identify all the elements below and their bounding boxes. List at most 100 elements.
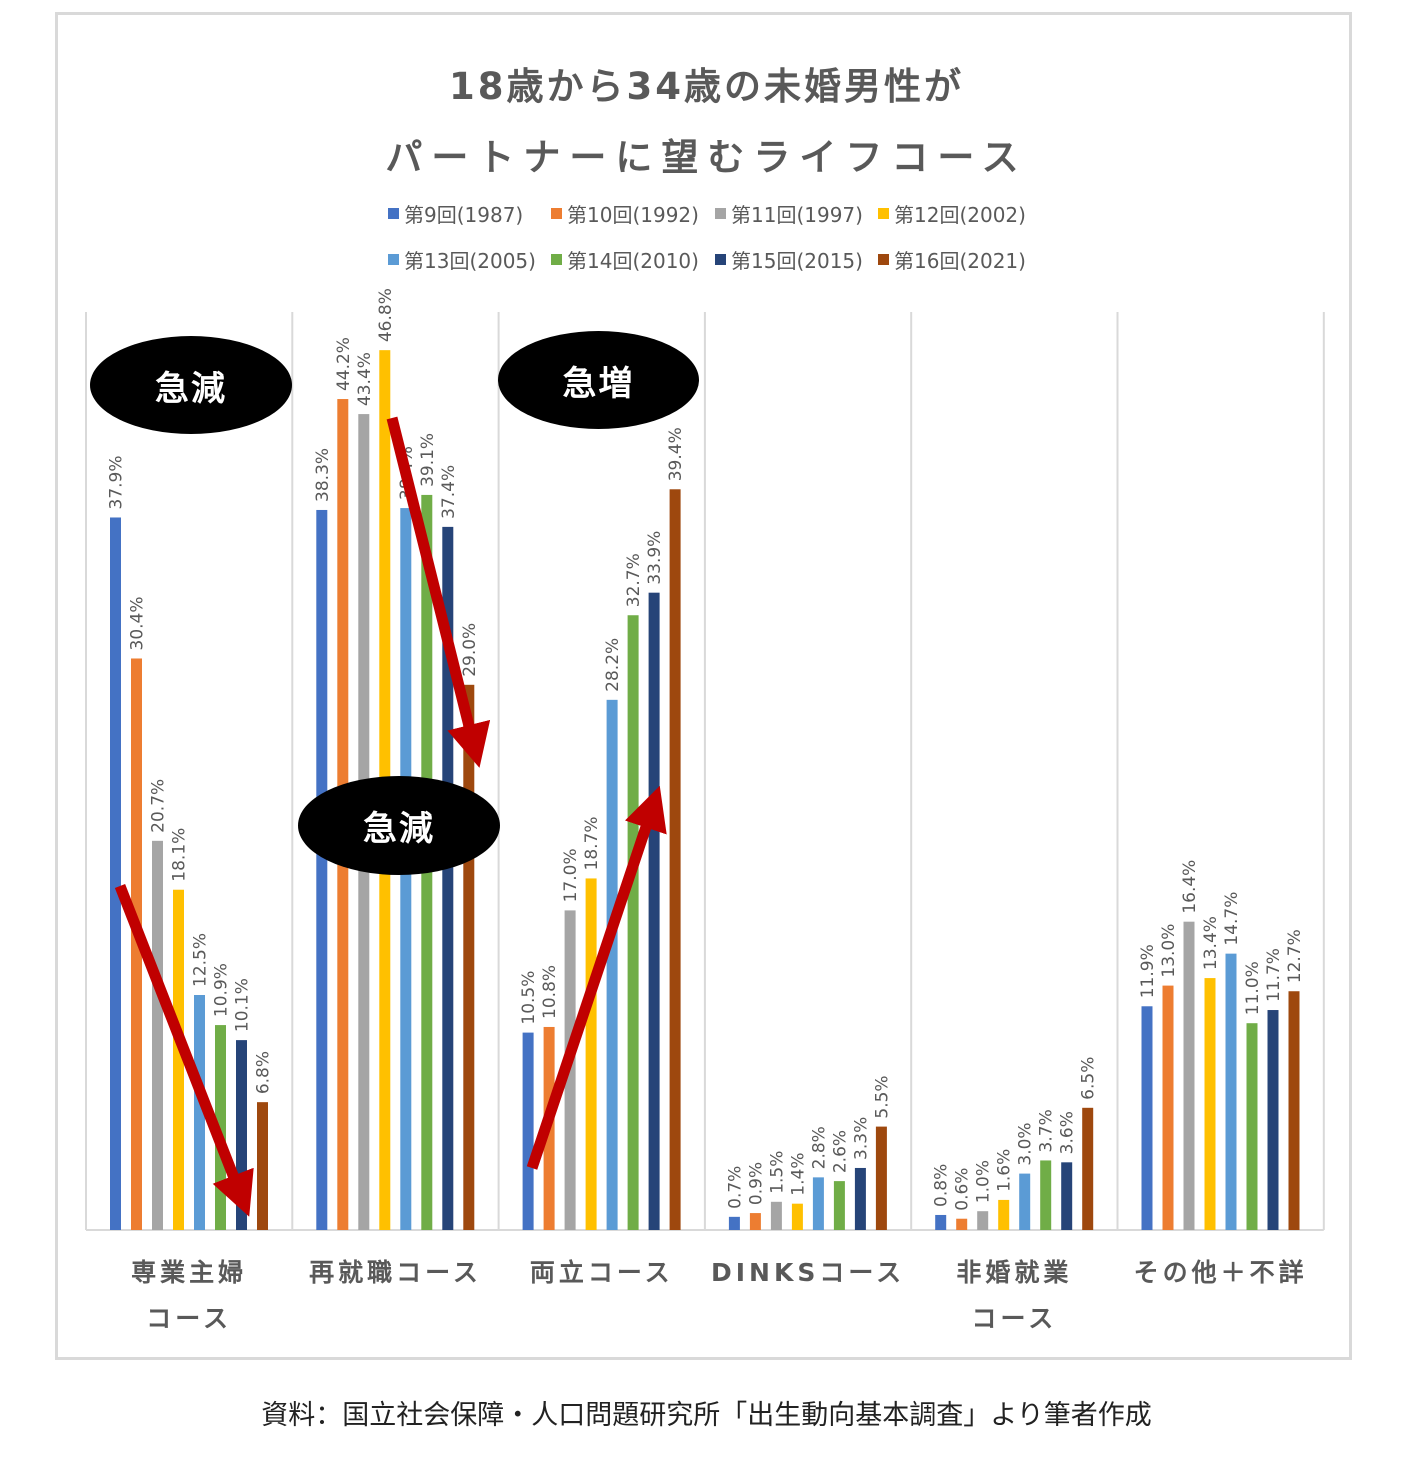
bar [812,1177,824,1230]
bar [110,517,121,1230]
legend-item: 第15回(2015) [715,244,863,274]
data-label: 3.0% [1016,1122,1036,1165]
data-label: 5.5% [872,1075,892,1118]
bar [728,1216,740,1230]
bar [1183,921,1195,1230]
bar [1141,1006,1153,1230]
data-label: 33.9% [645,531,665,585]
data-label: 13.4% [1201,916,1221,970]
category-label: 再就職コース [309,1258,482,1287]
data-label: 10.9% [212,963,232,1017]
bar [442,526,454,1230]
source-note: 資料：国立社会保障・人口問題研究所「出生動向基本調査」より筆者作成 [261,1400,1152,1431]
bar [935,1214,947,1230]
bar [1162,985,1174,1230]
data-label: 1.4% [788,1152,808,1195]
data-label: 0.9% [746,1162,766,1205]
legend-item: 第9回(1987) [388,198,523,228]
category-label: 非婚就業 コース [956,1258,1073,1333]
legend-label: 第16回(2021) [894,248,1026,273]
data-label: 6.5% [1079,1057,1099,1100]
legend-swatch [551,253,562,265]
bar [627,615,639,1230]
data-label: 32.7% [624,553,644,607]
legend-swatch [715,253,726,265]
bar [956,1218,968,1230]
data-label: 13.0% [1159,924,1179,978]
bar [669,489,681,1230]
data-label: 11.0% [1243,961,1263,1015]
data-label: 28.2% [603,638,623,692]
bar [1204,978,1216,1230]
bar [1019,1173,1031,1230]
data-label: 39.1% [418,433,438,487]
bar [173,889,184,1230]
bar [998,1199,1010,1230]
bar [1225,953,1237,1230]
annotation-bubble-increase: 急増 [498,331,699,429]
bar [770,1201,782,1230]
category-label: 両立コース [529,1258,674,1287]
category-label: DINKSコース [710,1258,906,1287]
bar [1246,1023,1258,1230]
data-label: 37.9% [107,455,127,509]
bar [1061,1162,1073,1230]
data-label: 0.7% [725,1166,745,1209]
annotation-bubble-middle-decrease: 急減 [298,776,500,875]
data-label: 20.7% [149,779,169,833]
legend-item: 第11回(1997) [715,198,863,228]
chart-frame [55,12,1352,1360]
bar [648,592,660,1230]
data-label: 1.5% [767,1151,787,1194]
data-label: 2.6% [830,1130,850,1173]
category-label: その他＋不詳 [1133,1258,1308,1287]
legend-item: 第13回(2005) [388,244,536,274]
bar [875,1126,887,1230]
legend-swatch [551,207,562,219]
data-label: 12.7% [1285,929,1305,983]
bar [236,1040,247,1230]
bar [854,1167,866,1230]
bar [1267,1010,1279,1230]
legend-swatch [388,253,399,265]
data-label: 18.7% [582,816,602,870]
bar [791,1203,803,1230]
chart-title-line-2: パートナーに望むライフコース [385,136,1028,179]
data-label: 10.1% [233,978,253,1032]
data-label: 44.2% [334,337,354,391]
legend-label: 第14回(2010) [567,248,699,273]
bar [833,1181,845,1230]
bar [977,1211,989,1230]
legend-label: 第10回(1992) [567,202,699,227]
legend-swatch [878,207,889,219]
data-label: 18.1% [170,828,190,882]
legend-label: 第9回(1987) [404,202,524,227]
data-label: 16.4% [1180,860,1200,914]
bar [215,1025,226,1230]
data-label: 37.4% [439,465,459,519]
data-label: 6.8% [254,1051,274,1094]
legend-label: 第12回(2002) [894,202,1026,227]
legend-item: 第12回(2002) [878,198,1026,228]
data-label: 3.7% [1037,1109,1057,1152]
data-label: 1.0% [974,1160,994,1203]
chart-title-line-1: 18歳から34歳の未婚男性が [449,65,964,108]
legend-item: 第14回(2010) [551,244,699,274]
bar [152,840,163,1230]
legend-item: 第16回(2021) [878,244,1026,274]
legend-label: 第15回(2015) [731,248,863,273]
trend-arrow [114,883,254,1217]
bar [1040,1160,1052,1230]
legend-item: 第10回(1992) [551,198,699,228]
data-label: 11.7% [1264,948,1284,1002]
bar [1288,991,1300,1230]
legend-swatch [715,207,726,219]
legend-label: 第13回(2005) [404,248,536,273]
data-label: 3.6% [1058,1111,1078,1154]
bar [606,699,618,1230]
trend-arrow [386,416,491,768]
bar [316,509,328,1231]
data-label: 10.8% [540,965,560,1019]
data-label: 38.3% [313,448,333,502]
data-label: 43.4% [355,352,375,406]
